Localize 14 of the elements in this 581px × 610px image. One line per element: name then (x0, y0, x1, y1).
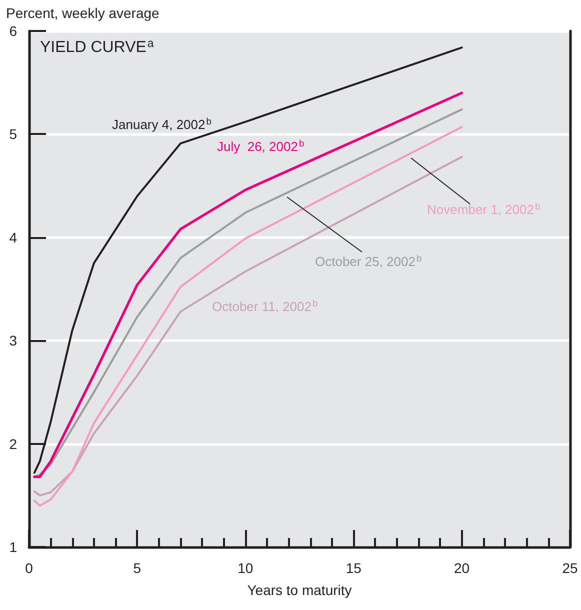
x-tick-label: 25 (562, 560, 578, 576)
y-tick-label: 1 (9, 539, 18, 555)
x-tick-label: 20 (454, 560, 470, 576)
x-tick-label: 15 (346, 560, 362, 576)
y-tick-label: 4 (9, 229, 18, 246)
y-tick-label: 2 (9, 436, 18, 452)
y-tick-label: 5 (9, 126, 18, 142)
y-tick-label: 6 (9, 23, 18, 39)
y-tick-label: 3 (9, 332, 18, 349)
x-tick-label: 5 (133, 560, 142, 576)
y-axis-title: Percent, weekly average (6, 5, 160, 21)
x-tick-label: 10 (238, 560, 254, 576)
x-axis-title: Years to maturity (247, 582, 352, 598)
x-tick-label: 0 (25, 560, 34, 576)
